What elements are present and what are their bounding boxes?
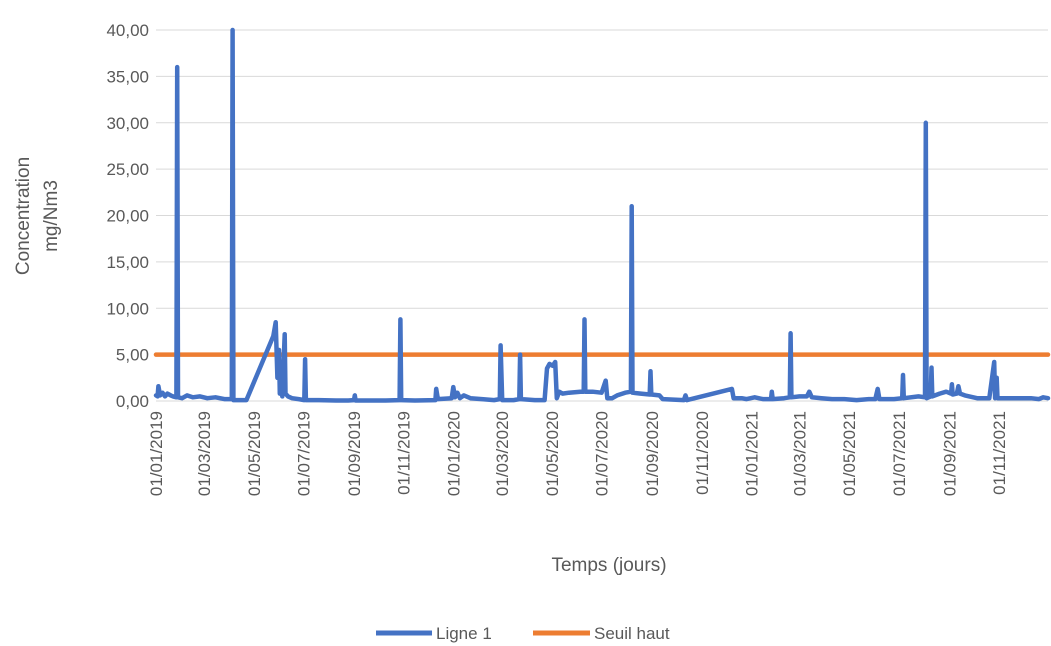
y-axis-ticks: 0,00 5,00 10,00 15,00 20,00 25,00 30,00 35,00 40… — [106, 21, 149, 411]
x-tick-label: 01/07/2021 — [890, 411, 909, 496]
x-tick-label: 01/01/2021 — [742, 411, 761, 496]
x-tick-label: 01/03/2021 — [791, 411, 810, 496]
legend-label-ligne-1: Ligne 1 — [436, 624, 492, 643]
x-tick-label: 01/09/2021 — [940, 411, 959, 496]
series-layer — [153, 27, 1051, 403]
legend-item-ligne-1: Ligne 1 — [376, 624, 492, 643]
x-tick-label: 01/01/2019 — [147, 411, 166, 496]
x-tick-label: 01/11/2019 — [395, 411, 414, 495]
x-tick-label: 01/11/2020 — [693, 411, 712, 495]
y-tick-label: 40,00 — [106, 21, 149, 40]
legend-item-seuil-haut: Seuil haut — [533, 624, 670, 643]
x-tick-label: 01/09/2019 — [345, 411, 364, 496]
y-tick-label: 15,00 — [106, 253, 149, 272]
series-line-ligne-1 — [153, 27, 1051, 403]
x-tick-label: 01/07/2019 — [294, 411, 313, 496]
y-tick-label: 30,00 — [106, 114, 149, 133]
x-tick-label: 01/09/2020 — [643, 411, 662, 496]
x-tick-label: 01/03/2020 — [493, 411, 512, 496]
y-tick-label: 35,00 — [106, 67, 149, 86]
x-tick-label: 01/01/2020 — [444, 411, 463, 496]
x-tick-label: 01/05/2020 — [543, 411, 562, 496]
x-axis-title: Temps (jours) — [551, 555, 666, 576]
legend: Ligne 1 Seuil haut — [376, 624, 670, 643]
legend-label-seuil-haut: Seuil haut — [594, 624, 670, 643]
gridlines — [156, 29, 1048, 356]
y-axis-title-line2: mg/Nm3 — [41, 180, 62, 252]
x-tick-label: 01/11/2021 — [990, 411, 1009, 495]
y-tick-label: 20,00 — [106, 207, 149, 226]
x-tick-label: 01/03/2019 — [195, 411, 214, 496]
y-tick-label: 5,00 — [116, 346, 149, 365]
y-tick-label: 25,00 — [106, 160, 149, 179]
y-tick-label: 10,00 — [106, 299, 149, 318]
x-tick-label: 01/07/2020 — [593, 411, 612, 496]
x-axis-ticks: 01/01/2019 01/03/2019 01/05/2019 01/07/2019… — [147, 411, 1009, 496]
y-axis-title-line1: Concentration — [13, 157, 34, 275]
y-tick-label: 0,00 — [116, 392, 149, 411]
x-tick-label: 01/05/2021 — [840, 411, 859, 496]
x-tick-label: 01/05/2019 — [245, 411, 264, 496]
